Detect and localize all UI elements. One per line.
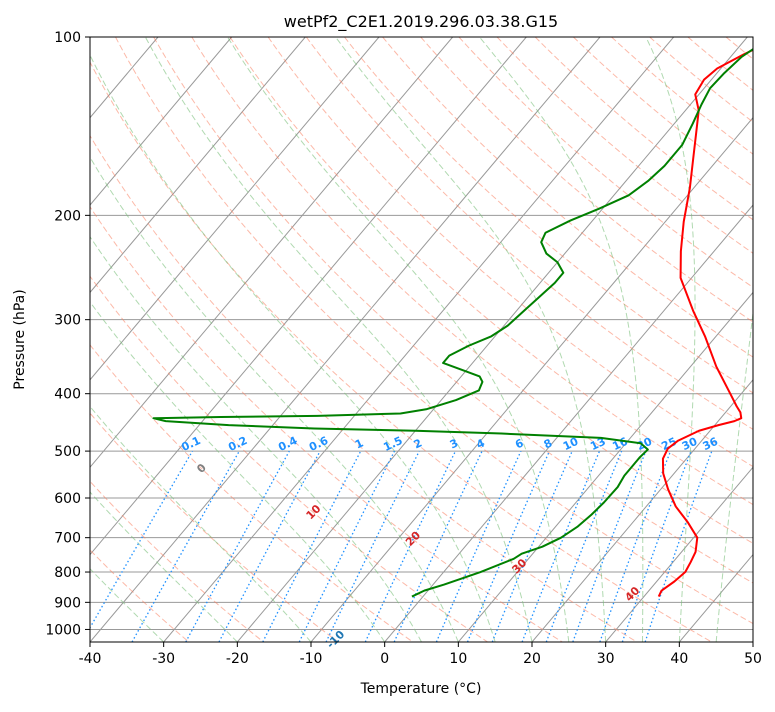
x-tick-label: 40 — [670, 651, 688, 667]
x-tick-label: 10 — [449, 651, 467, 667]
chart-title: wetPf2_C2E1.2019.296.03.38.G15 — [284, 12, 558, 32]
x-tick-label: 30 — [597, 651, 615, 667]
y-tick-label: 900 — [54, 595, 81, 611]
y-tick-label: 1000 — [45, 622, 81, 638]
y-tick-label: 400 — [54, 387, 81, 403]
x-tick-label: 20 — [523, 651, 541, 667]
x-tick-label: -40 — [79, 651, 102, 667]
y-tick-label: 100 — [54, 30, 81, 46]
x-axis-label: Temperature (°C) — [360, 681, 482, 697]
y-tick-label: 800 — [54, 565, 81, 581]
y-tick-label: 500 — [54, 444, 81, 460]
x-tick-label: -10 — [300, 651, 323, 667]
x-tick-label: 0 — [380, 651, 389, 667]
y-tick-label: 600 — [54, 491, 81, 507]
x-tick-label: 50 — [744, 651, 762, 667]
y-tick-label: 200 — [54, 208, 81, 224]
y-tick-label: 700 — [54, 531, 81, 547]
y-tick-label: 300 — [54, 313, 81, 329]
y-axis-label: Pressure (hPa) — [12, 289, 28, 389]
x-tick-label: -30 — [152, 651, 175, 667]
x-tick-label: -20 — [226, 651, 249, 667]
